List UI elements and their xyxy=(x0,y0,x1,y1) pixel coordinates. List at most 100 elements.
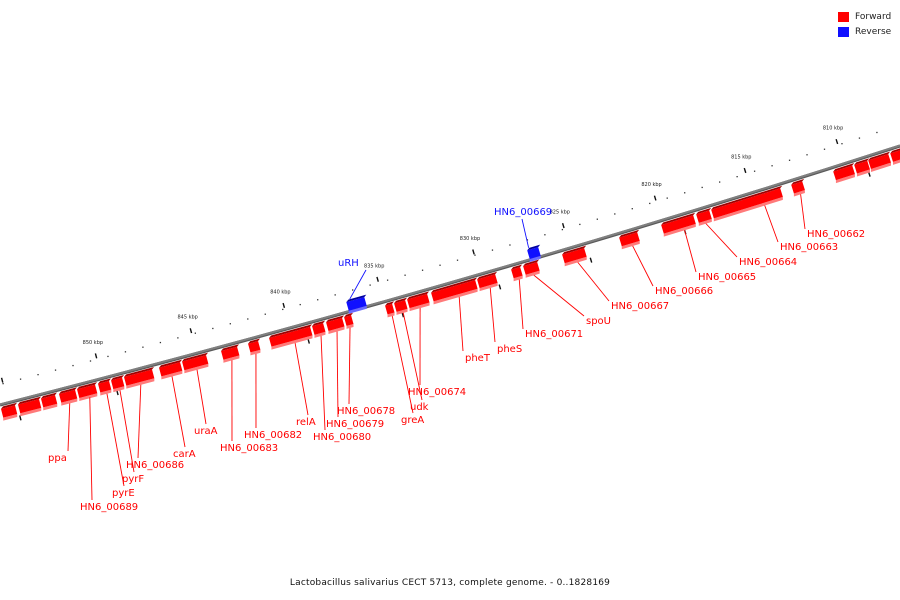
gene-HN6_00683 xyxy=(221,344,240,363)
gene-label-HN6_00683: HN6_00683 xyxy=(220,443,278,454)
minor-tick-dot xyxy=(352,289,354,291)
tick-label: 825 kbp xyxy=(550,210,570,216)
gene-HN6_00689 xyxy=(98,378,112,396)
gene-label-HN6_00663: HN6_00663 xyxy=(780,242,838,253)
minor-tick-dot xyxy=(456,259,459,261)
gene-label-HN6_00667: HN6_00667 xyxy=(611,301,669,312)
gene-label-spoU: spoU xyxy=(586,316,611,327)
minor-tick-dot xyxy=(579,223,581,226)
tick-label: 845 kbp xyxy=(177,315,197,321)
minor-tick-dot xyxy=(334,294,336,296)
minor-tick-dot xyxy=(666,197,668,199)
gene-HN6_00682 xyxy=(248,338,261,356)
minor-tick-dot xyxy=(212,327,214,330)
minor-tick-dot xyxy=(439,264,441,266)
forward-gene xyxy=(833,163,855,184)
forward-gene xyxy=(868,151,891,173)
gene-carA xyxy=(159,359,183,380)
forward-gene xyxy=(17,396,42,417)
gene-mark xyxy=(19,415,22,421)
minor-tick-dot xyxy=(491,249,494,251)
gene-label-HN6_00686: HN6_00686 xyxy=(126,460,184,471)
gene-label-HN6_00669: HN6_00669 xyxy=(494,207,552,218)
leader-line xyxy=(196,368,207,425)
gene-label-relA: relA xyxy=(296,417,316,428)
legend-label-reverse: Reverse xyxy=(855,26,892,37)
genome-caption: Lactobacillus salivarius CECT 5713, comp… xyxy=(289,578,611,588)
genome-backbone xyxy=(0,144,900,407)
leader-line xyxy=(705,222,738,258)
tick-label: 840 kbp xyxy=(270,289,290,295)
minor-tick-dot xyxy=(876,131,878,134)
minor-tick-dot xyxy=(474,254,476,256)
gene-label-HN6_00666: HN6_00666 xyxy=(655,286,713,297)
gene-relA xyxy=(269,324,313,350)
leader-line xyxy=(631,244,654,287)
gene-label-HN6_00674: HN6_00674 xyxy=(408,387,466,398)
minor-tick-dots xyxy=(2,131,878,385)
minor-tick-dot xyxy=(124,351,127,353)
major-tick xyxy=(189,328,193,334)
gene-spoU xyxy=(523,259,540,278)
minor-tick-dot xyxy=(736,176,738,178)
gene-label-HN6_00664: HN6_00664 xyxy=(739,257,797,268)
gene-pyrE xyxy=(111,374,125,393)
leader-line xyxy=(521,218,530,248)
gene-label-pyrE: pyrE xyxy=(112,488,135,499)
minor-tick-dot xyxy=(631,208,633,210)
leader-line xyxy=(89,397,93,501)
gene-uraA xyxy=(182,352,209,374)
gene-label-HN6_00682: HN6_00682 xyxy=(244,430,302,441)
minor-tick-dot xyxy=(72,364,74,367)
leader-line xyxy=(532,274,585,317)
leader-line xyxy=(106,392,125,487)
label-leader-lines xyxy=(67,193,806,501)
minor-tick-dot xyxy=(194,332,197,334)
minor-tick-dot xyxy=(858,137,861,139)
minor-tick-dot xyxy=(54,369,57,371)
minor-tick-dot xyxy=(107,355,109,358)
major-tick xyxy=(835,138,839,145)
gene-HN6_00680 xyxy=(312,320,326,338)
labeled-genes xyxy=(59,178,805,406)
gene-label-HN6_00671: HN6_00671 xyxy=(525,329,583,340)
leader-line xyxy=(349,269,367,300)
reverse-swatch xyxy=(838,26,849,37)
minor-tick-dot xyxy=(404,274,406,276)
forward-gene xyxy=(77,382,98,401)
gene-label-HN6_00662: HN6_00662 xyxy=(807,229,865,240)
tick-label: 820 kbp xyxy=(641,182,661,188)
legend-item-forward: Forward xyxy=(838,9,891,24)
gene-HN6_00671 xyxy=(511,264,523,282)
forward-gene xyxy=(854,158,870,177)
major-tick xyxy=(743,167,747,174)
minor-tick-dot xyxy=(37,373,39,376)
minor-tick-dot xyxy=(753,170,756,172)
gene-label-HN6_00678: HN6_00678 xyxy=(337,406,395,417)
leader-line xyxy=(348,327,351,405)
gene-udk xyxy=(394,297,408,315)
legend-label-forward: Forward xyxy=(855,11,892,22)
minor-tick-dot xyxy=(19,378,22,380)
minor-tick-dot xyxy=(89,360,92,362)
leader-line xyxy=(800,193,806,230)
minor-tick-dot xyxy=(247,318,249,320)
leader-line xyxy=(402,312,423,401)
gene-ppa xyxy=(59,387,78,406)
minor-tick-dot xyxy=(421,269,424,271)
minor-tick-dot xyxy=(177,337,179,339)
minor-tick-dot xyxy=(299,303,301,306)
gene-HN6_00674 xyxy=(407,291,430,312)
legend-item-reverse: Reverse xyxy=(838,24,891,39)
gene-HN6_00679 xyxy=(326,315,345,334)
gene-label-pheS: pheS xyxy=(497,344,522,355)
gene-label-HN6_00680: HN6_00680 xyxy=(313,432,371,443)
gene-HN6_00686 xyxy=(124,367,155,389)
unlabeled-genes xyxy=(0,148,900,421)
gene-label-carA: carA xyxy=(173,449,196,460)
major-tick xyxy=(472,249,475,255)
leader-line xyxy=(67,402,71,452)
gene-label-HN6_00689: HN6_00689 xyxy=(80,502,138,513)
gene-label-uraA: uraA xyxy=(194,426,218,437)
